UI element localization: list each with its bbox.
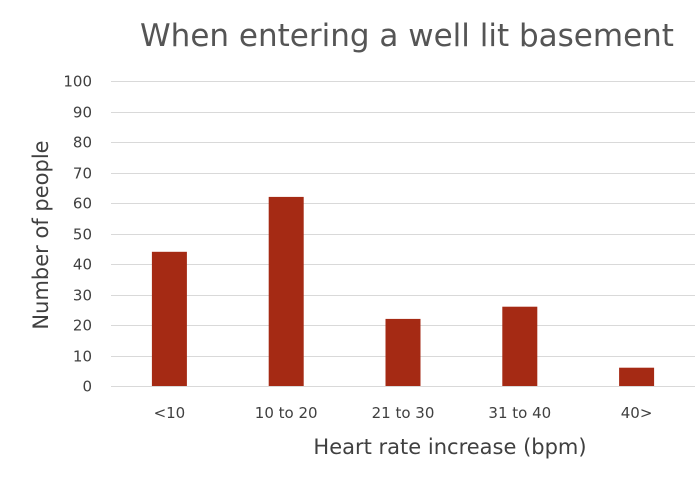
x-axis-title: Heart rate increase (bpm)	[313, 435, 586, 459]
y-tick-label: 50	[73, 226, 92, 244]
y-tick-label: 80	[73, 134, 92, 152]
bars	[151, 196, 655, 386]
y-axis-title: Number of people	[29, 140, 53, 329]
y-tick-label: 70	[73, 165, 92, 183]
bar-1	[268, 196, 304, 386]
x-tick-label: <10	[154, 404, 186, 422]
bar-3	[502, 306, 538, 386]
y-tick-labels: 0 10 20 30 40 50 60 70 80 90 100	[63, 73, 92, 396]
x-tick-label: 10 to 20	[255, 404, 318, 422]
x-tick-labels: <10 10 to 20 21 to 30 31 to 40 40>	[154, 404, 653, 422]
gridlines	[111, 81, 695, 387]
bar-4	[619, 367, 655, 386]
y-tick-label: 10	[73, 348, 92, 366]
y-tick-label: 0	[82, 378, 92, 396]
bar-0	[151, 251, 187, 386]
y-tick-label: 90	[73, 104, 92, 122]
y-tick-label: 60	[73, 195, 92, 213]
bar-2	[385, 318, 421, 386]
x-tick-label: 40>	[621, 404, 653, 422]
y-tick-label: 20	[73, 317, 92, 335]
y-tick-label: 100	[63, 73, 92, 91]
y-tick-label: 40	[73, 256, 92, 274]
chart-title: When entering a well lit basement	[140, 18, 674, 54]
x-tick-label: 31 to 40	[488, 404, 551, 422]
x-tick-label: 21 to 30	[372, 404, 435, 422]
y-tick-label: 30	[73, 287, 92, 305]
